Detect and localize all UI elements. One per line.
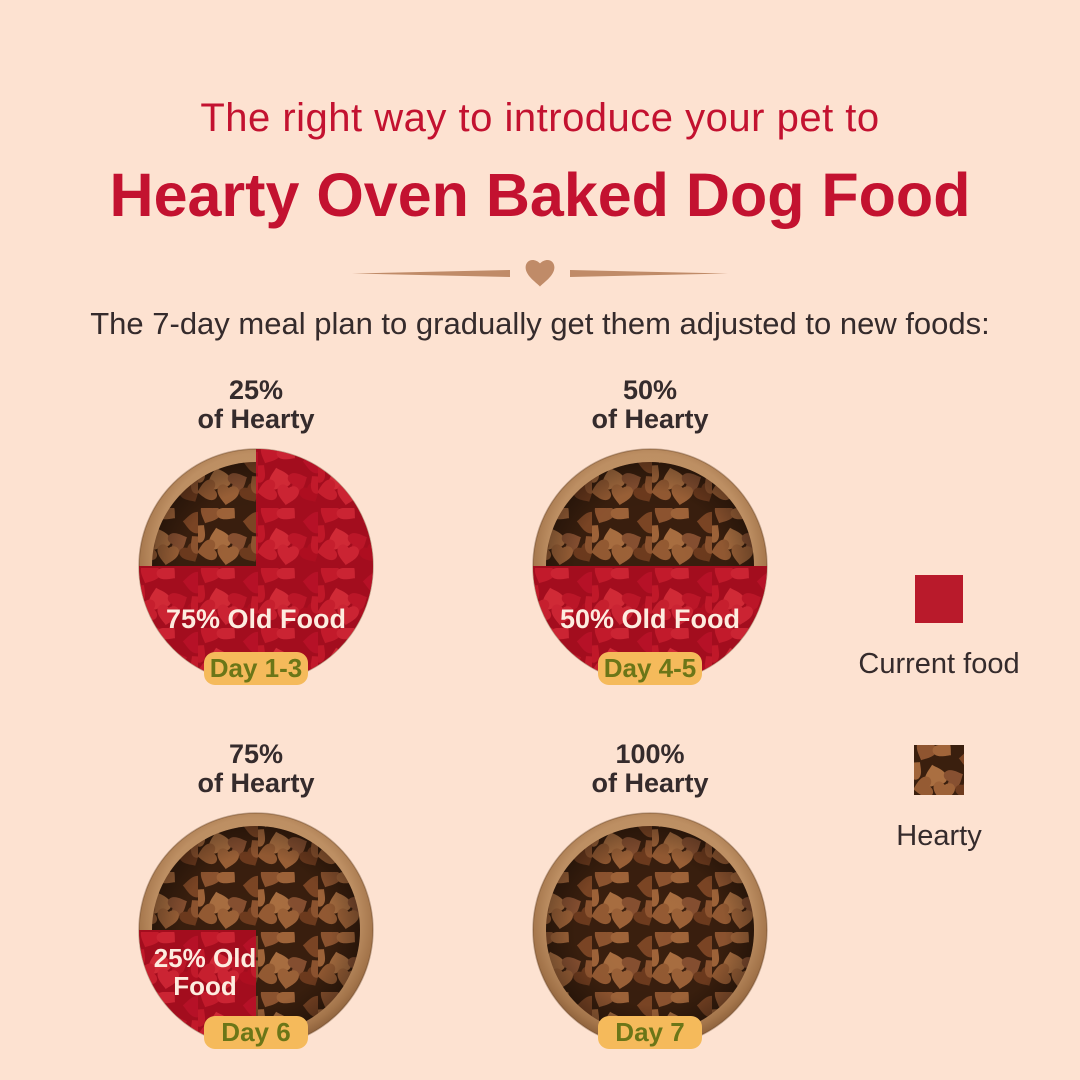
- dog-food-bowl: 75% Old Food Day 1-3: [138, 448, 374, 685]
- old-food-label: 75% Old Food: [165, 604, 346, 634]
- day-badge: Day 7: [598, 1016, 702, 1049]
- hearty-percent-label: 100% of Hearty: [492, 740, 808, 798]
- hearty-percent-label: 75% of Hearty: [98, 740, 414, 798]
- hearty-percent-value: 100%: [615, 739, 685, 769]
- dog-food-bowl: 25% Old Food Day 6: [138, 812, 374, 1049]
- hearty-percent-value: 50%: [622, 375, 678, 405]
- day-badge: Day 1-3: [204, 652, 308, 685]
- legend-hearty-swatch: [914, 745, 964, 795]
- hearty-percent-caption: of Hearty: [591, 404, 709, 434]
- hearty-percent-label: 50% of Hearty: [492, 376, 808, 434]
- legend-hearty-label: Hearty: [896, 820, 982, 852]
- page-title-product: Hearty Oven Baked Dog Food: [109, 161, 971, 229]
- day-badge: Day 6: [204, 1016, 308, 1049]
- old-food-label: 50% Old Food: [559, 604, 740, 634]
- divider-line-left: [352, 270, 510, 277]
- divider-line-right: [570, 270, 728, 277]
- heart-divider: [352, 259, 728, 287]
- old-food-label: 25% Old Food: [153, 943, 257, 1001]
- dog-food-bowl: Day 7: [532, 812, 768, 1049]
- bowl-illustration: [138, 448, 374, 684]
- legend-current-food-swatch: [915, 575, 963, 623]
- bowl-illustration: [138, 812, 374, 1048]
- hearty-percent-caption: of Hearty: [591, 768, 709, 798]
- hearty-percent-caption: of Hearty: [197, 404, 315, 434]
- bowl-illustration: [532, 448, 768, 684]
- hearty-percent-label: 25% of Hearty: [98, 376, 414, 434]
- hearty-percent-value: 25%: [228, 375, 284, 405]
- day-badge: Day 4-5: [598, 652, 702, 685]
- page-title-intro: The right way to introduce your pet to: [200, 96, 880, 140]
- dog-food-bowl: 50% Old Food Day 4-5: [532, 448, 768, 685]
- hearty-percent-caption: of Hearty: [197, 768, 315, 798]
- heart-icon: [525, 259, 555, 287]
- bowl-illustration: [532, 812, 768, 1048]
- hearty-percent-value: 75%: [228, 739, 284, 769]
- meal-plan-subtitle: The 7-day meal plan to gradually get the…: [90, 306, 990, 341]
- legend-current-food-label: Current food: [858, 648, 1020, 680]
